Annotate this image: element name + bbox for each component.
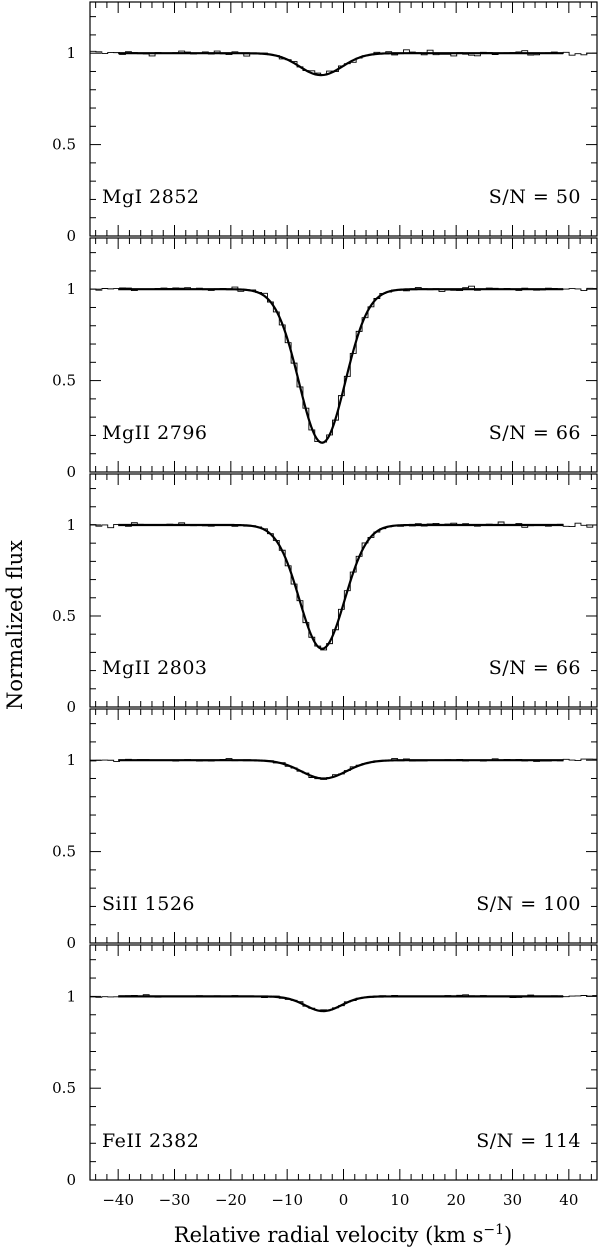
model-fit-line	[118, 288, 564, 444]
y-axis-title: Normalized flux	[3, 540, 27, 710]
y-tick-label: 0.5	[52, 136, 76, 154]
x-tick-label: −40	[102, 1191, 134, 1209]
snr-label: S/N = 66	[489, 422, 581, 444]
y-tick-label: 1	[66, 987, 76, 1005]
x-tick-label: 40	[559, 1191, 578, 1209]
y-tick-label: 0	[66, 934, 76, 952]
line-label: MgII 2796	[102, 422, 208, 444]
observed-spectrum	[90, 758, 597, 780]
y-tick-label: 1	[66, 751, 76, 769]
y-tick-label: 1	[66, 280, 76, 298]
x-tick-label: 0	[339, 1191, 349, 1209]
observed-spectrum	[90, 285, 597, 443]
line-label: FeII 2382	[102, 1130, 199, 1152]
model-fit-line	[118, 759, 564, 780]
x-tick-label: 30	[503, 1191, 522, 1209]
y-tick-label: 0.5	[52, 372, 76, 390]
snr-label: S/N = 100	[476, 893, 581, 915]
snr-label: S/N = 114	[476, 1130, 581, 1152]
panel-0: 0 0.5 1 MgI 2852 S/N = 50	[52, 1, 598, 245]
x-tick-label: −10	[271, 1191, 303, 1209]
snr-label: S/N = 66	[489, 657, 581, 679]
x-tick-label: −20	[215, 1191, 247, 1209]
y-tick-label: 0	[66, 698, 76, 716]
y-tick-label: 0	[66, 1171, 76, 1189]
model-fit-line	[118, 995, 564, 1013]
x-tick-labels: −40 −30 −20 −10 0 10 20 30 40	[102, 1191, 578, 1209]
y-tick-label: 0	[66, 463, 76, 481]
x-tick-label: 20	[447, 1191, 466, 1209]
line-label: MgI 2852	[102, 186, 200, 208]
panel-2: 0 0.5 1 MgII 2803 S/N = 66	[52, 473, 598, 716]
x-tick-label: −30	[159, 1191, 191, 1209]
y-tick-label: 0.5	[52, 607, 76, 625]
y-tick-label: 1	[66, 516, 76, 534]
y-tick-label: 0.5	[52, 843, 76, 861]
model-fit-line	[118, 52, 564, 77]
model-fit-line	[118, 523, 564, 650]
y-tick-label: 0.5	[52, 1079, 76, 1097]
line-label: SiII 1526	[102, 893, 195, 915]
snr-label: S/N = 50	[489, 186, 581, 208]
y-tick-label: 0	[66, 227, 76, 245]
panel-4: 0 0.5 1 FeII 2382 S/N = 114	[52, 944, 598, 1189]
panel-3: 0 0.5 1 SiII 1526 S/N = 100	[52, 708, 598, 952]
line-label: MgII 2803	[102, 657, 208, 679]
panels: 0 0.5 1 MgI 2852 S/N = 50 0 0.5 1 MgII 2796 S/N =…	[52, 1, 598, 1189]
observed-spectrum	[90, 521, 597, 651]
y-tick-label: 1	[66, 44, 76, 62]
x-axis-title: Relative radial velocity (km s−1)	[174, 1222, 512, 1247]
x-tick-label: 10	[390, 1191, 409, 1209]
panel-1: 0 0.5 1 MgII 2796 S/N = 66	[52, 237, 598, 481]
